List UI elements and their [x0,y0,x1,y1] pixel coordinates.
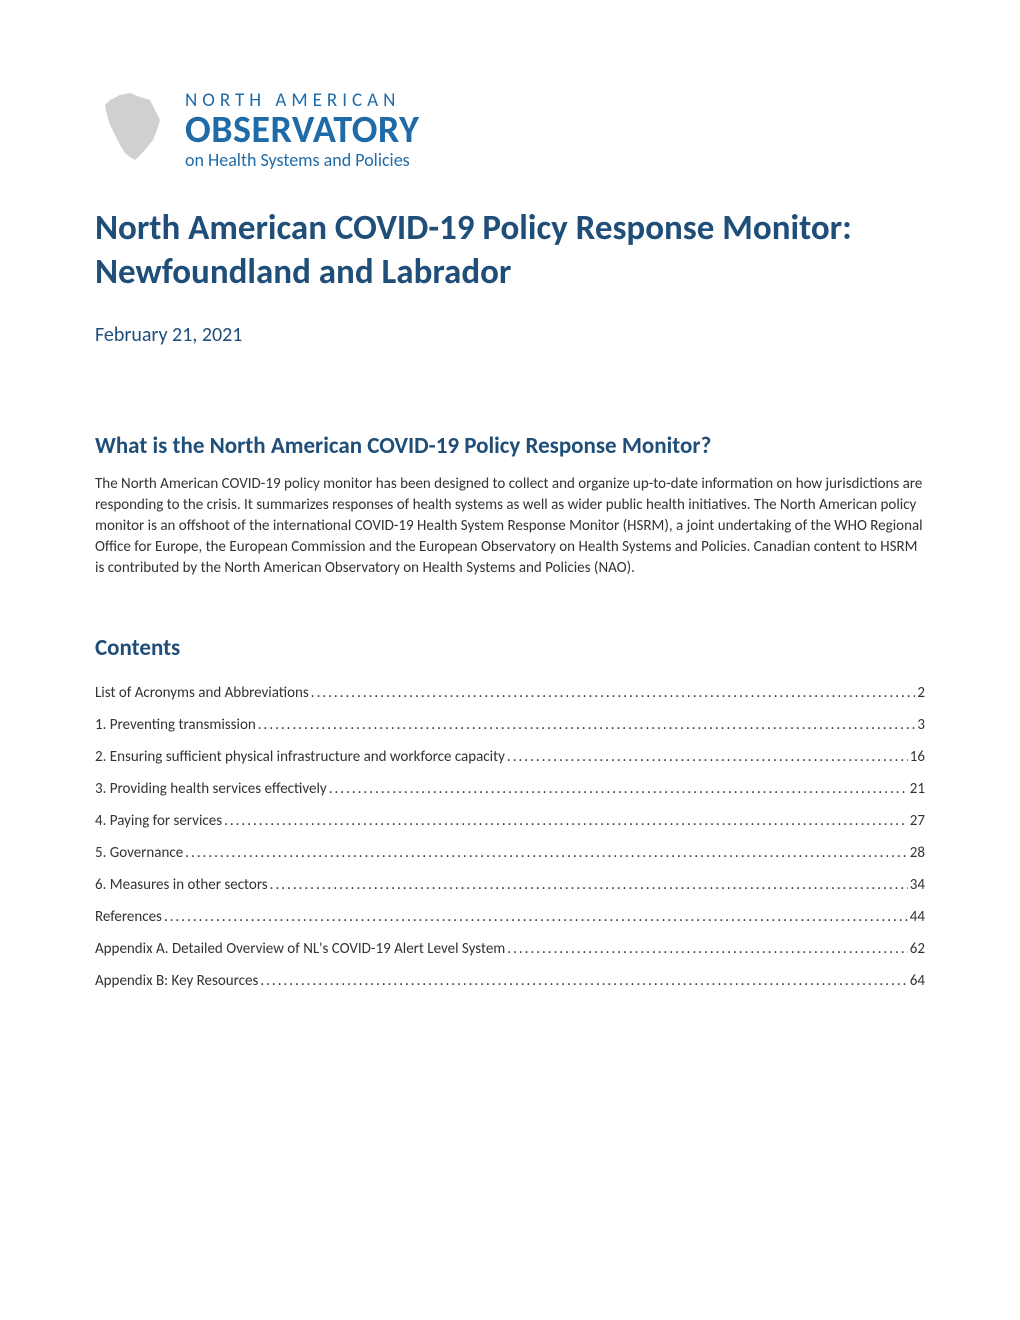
section1-body: The North American COVID-19 policy monit… [95,474,925,579]
toc-item[interactable]: 3. Providing health services effectively… [95,780,925,798]
toc-dots [260,972,907,990]
toc-title: 3. Providing health services effectively [95,780,327,798]
toc-title: 2. Ensuring sufficient physical infrastr… [95,748,505,766]
toc-dots [507,940,907,958]
toc-list: List of Acronyms and Abbreviations 2 1. … [95,684,925,990]
map-icon [95,85,175,175]
toc-title: 6. Measures in other sectors [95,876,268,894]
document-date: February 21, 2021 [95,323,925,347]
section1-heading: What is the North American COVID-19 Poli… [95,432,925,460]
toc-title: List of Acronyms and Abbreviations [95,684,309,702]
toc-item[interactable]: 1. Preventing transmission 3 [95,716,925,734]
logo: NORTH AMERICAN OBSERVATORY on Health Sys… [95,85,925,175]
toc-dots [507,748,908,766]
toc-title: 5. Governance [95,844,183,862]
toc-item[interactable]: 6. Measures in other sectors 34 [95,876,925,894]
toc-item[interactable]: References 44 [95,908,925,926]
toc-page: 62 [910,940,925,958]
toc-title: 4. Paying for services [95,812,222,830]
toc-title: References [95,908,162,926]
toc-item[interactable]: 2. Ensuring sufficient physical infrastr… [95,748,925,766]
logo-line3: on Health Systems and Policies [185,149,419,171]
toc-item[interactable]: Appendix A. Detailed Overview of NL's CO… [95,940,925,958]
toc-item[interactable]: 5. Governance 28 [95,844,925,862]
main-title: North American COVID-19 Policy Response … [95,207,925,295]
toc-dots [311,684,916,702]
toc-dots [258,716,916,734]
toc-dots [329,780,908,798]
toc-dots [164,908,908,926]
toc-page: 34 [910,876,925,894]
toc-page: 27 [910,812,925,830]
toc-dots [270,876,908,894]
toc-title: 1. Preventing transmission [95,716,256,734]
toc-page: 64 [910,972,925,990]
toc-title: Appendix B: Key Resources [95,972,258,990]
logo-line2: OBSERVATORY [185,112,419,148]
toc-dots [224,812,908,830]
logo-text: NORTH AMERICAN OBSERVATORY on Health Sys… [185,89,419,170]
toc-item[interactable]: 4. Paying for services 27 [95,812,925,830]
toc-page: 44 [910,908,925,926]
contents-heading: Contents [95,634,925,662]
toc-title: Appendix A. Detailed Overview of NL's CO… [95,940,505,958]
toc-dots [185,844,908,862]
toc-page: 16 [910,748,925,766]
toc-page: 2 [917,684,925,702]
toc-page: 3 [917,716,925,734]
toc-page: 28 [910,844,925,862]
toc-item[interactable]: List of Acronyms and Abbreviations 2 [95,684,925,702]
toc-item[interactable]: Appendix B: Key Resources 64 [95,972,925,990]
toc-page: 21 [910,780,925,798]
